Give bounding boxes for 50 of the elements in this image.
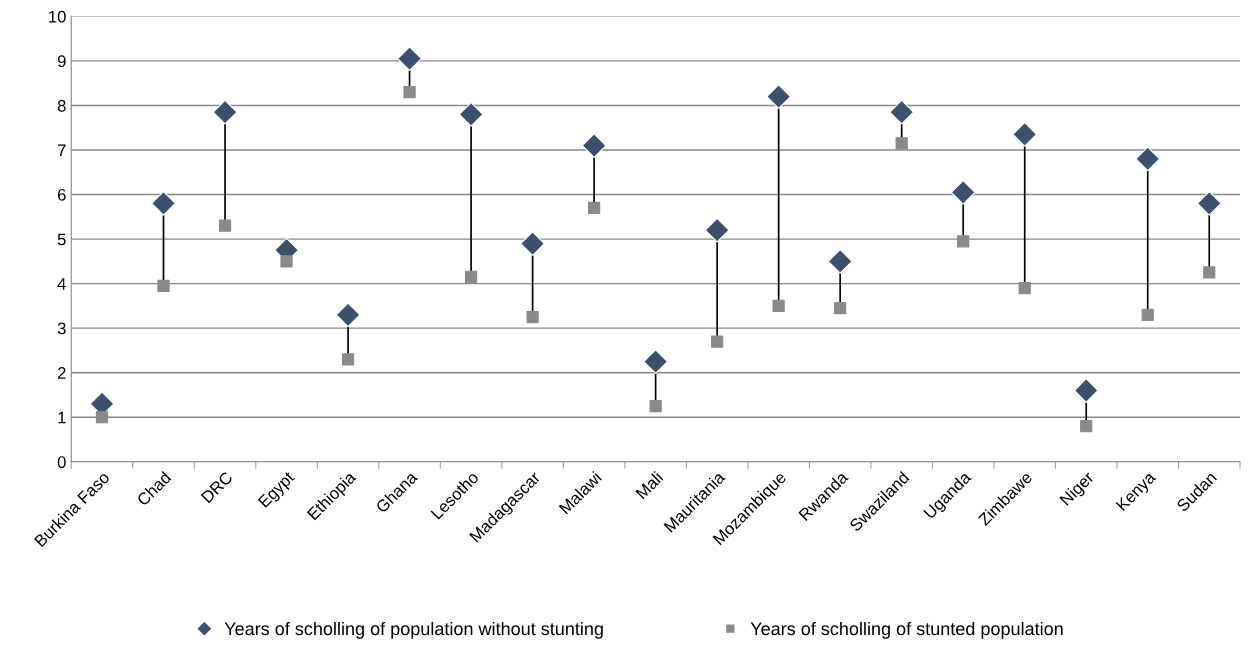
point: [950, 179, 976, 205]
point: [1073, 378, 1099, 403]
point: [704, 217, 730, 243]
y-tick-label: 2: [57, 367, 66, 379]
point: [526, 310, 539, 324]
point: [157, 279, 170, 292]
point: [643, 349, 668, 374]
y-tick-label: 6: [57, 188, 66, 201]
point: [1018, 281, 1031, 295]
point: [1141, 308, 1154, 321]
point: [649, 399, 662, 413]
point: [464, 270, 478, 284]
point: [403, 85, 416, 99]
point: [1203, 266, 1216, 279]
point: [957, 235, 970, 248]
y-tick-label: 4: [57, 278, 66, 290]
point: [1196, 191, 1222, 216]
point: [520, 231, 545, 256]
x-tick-label: Mali: [634, 470, 664, 500]
point: [458, 102, 484, 127]
point: [341, 353, 355, 366]
point: [397, 46, 422, 72]
point: [588, 201, 601, 215]
point: [711, 335, 724, 348]
y-tick-label: 0: [57, 456, 66, 468]
y-tick-label: 7: [57, 144, 66, 157]
point: [827, 249, 853, 274]
point: [766, 84, 791, 109]
y-tick-label: 5: [57, 233, 66, 246]
legend-label: Years of scholling of stunted population: [750, 621, 1063, 639]
y-tick-label: 9: [57, 55, 66, 68]
point: [335, 302, 361, 328]
point: [95, 411, 109, 424]
point: [280, 255, 293, 268]
point: [1012, 122, 1038, 147]
point: [1135, 146, 1161, 172]
point: [895, 137, 908, 150]
point: [218, 219, 232, 232]
point: [151, 191, 176, 216]
y-tick-label: 8: [57, 99, 66, 112]
y-tick-label: 10: [49, 10, 66, 23]
point: [1080, 420, 1093, 433]
point: [581, 133, 607, 158]
point: [212, 99, 238, 125]
point: [834, 302, 847, 315]
point: [772, 299, 785, 312]
legend-label: Years of scholling of population without stunting: [224, 621, 603, 639]
y-tick-label: 3: [57, 322, 66, 335]
point: [889, 99, 915, 125]
y-tick-label: 1: [58, 411, 66, 424]
